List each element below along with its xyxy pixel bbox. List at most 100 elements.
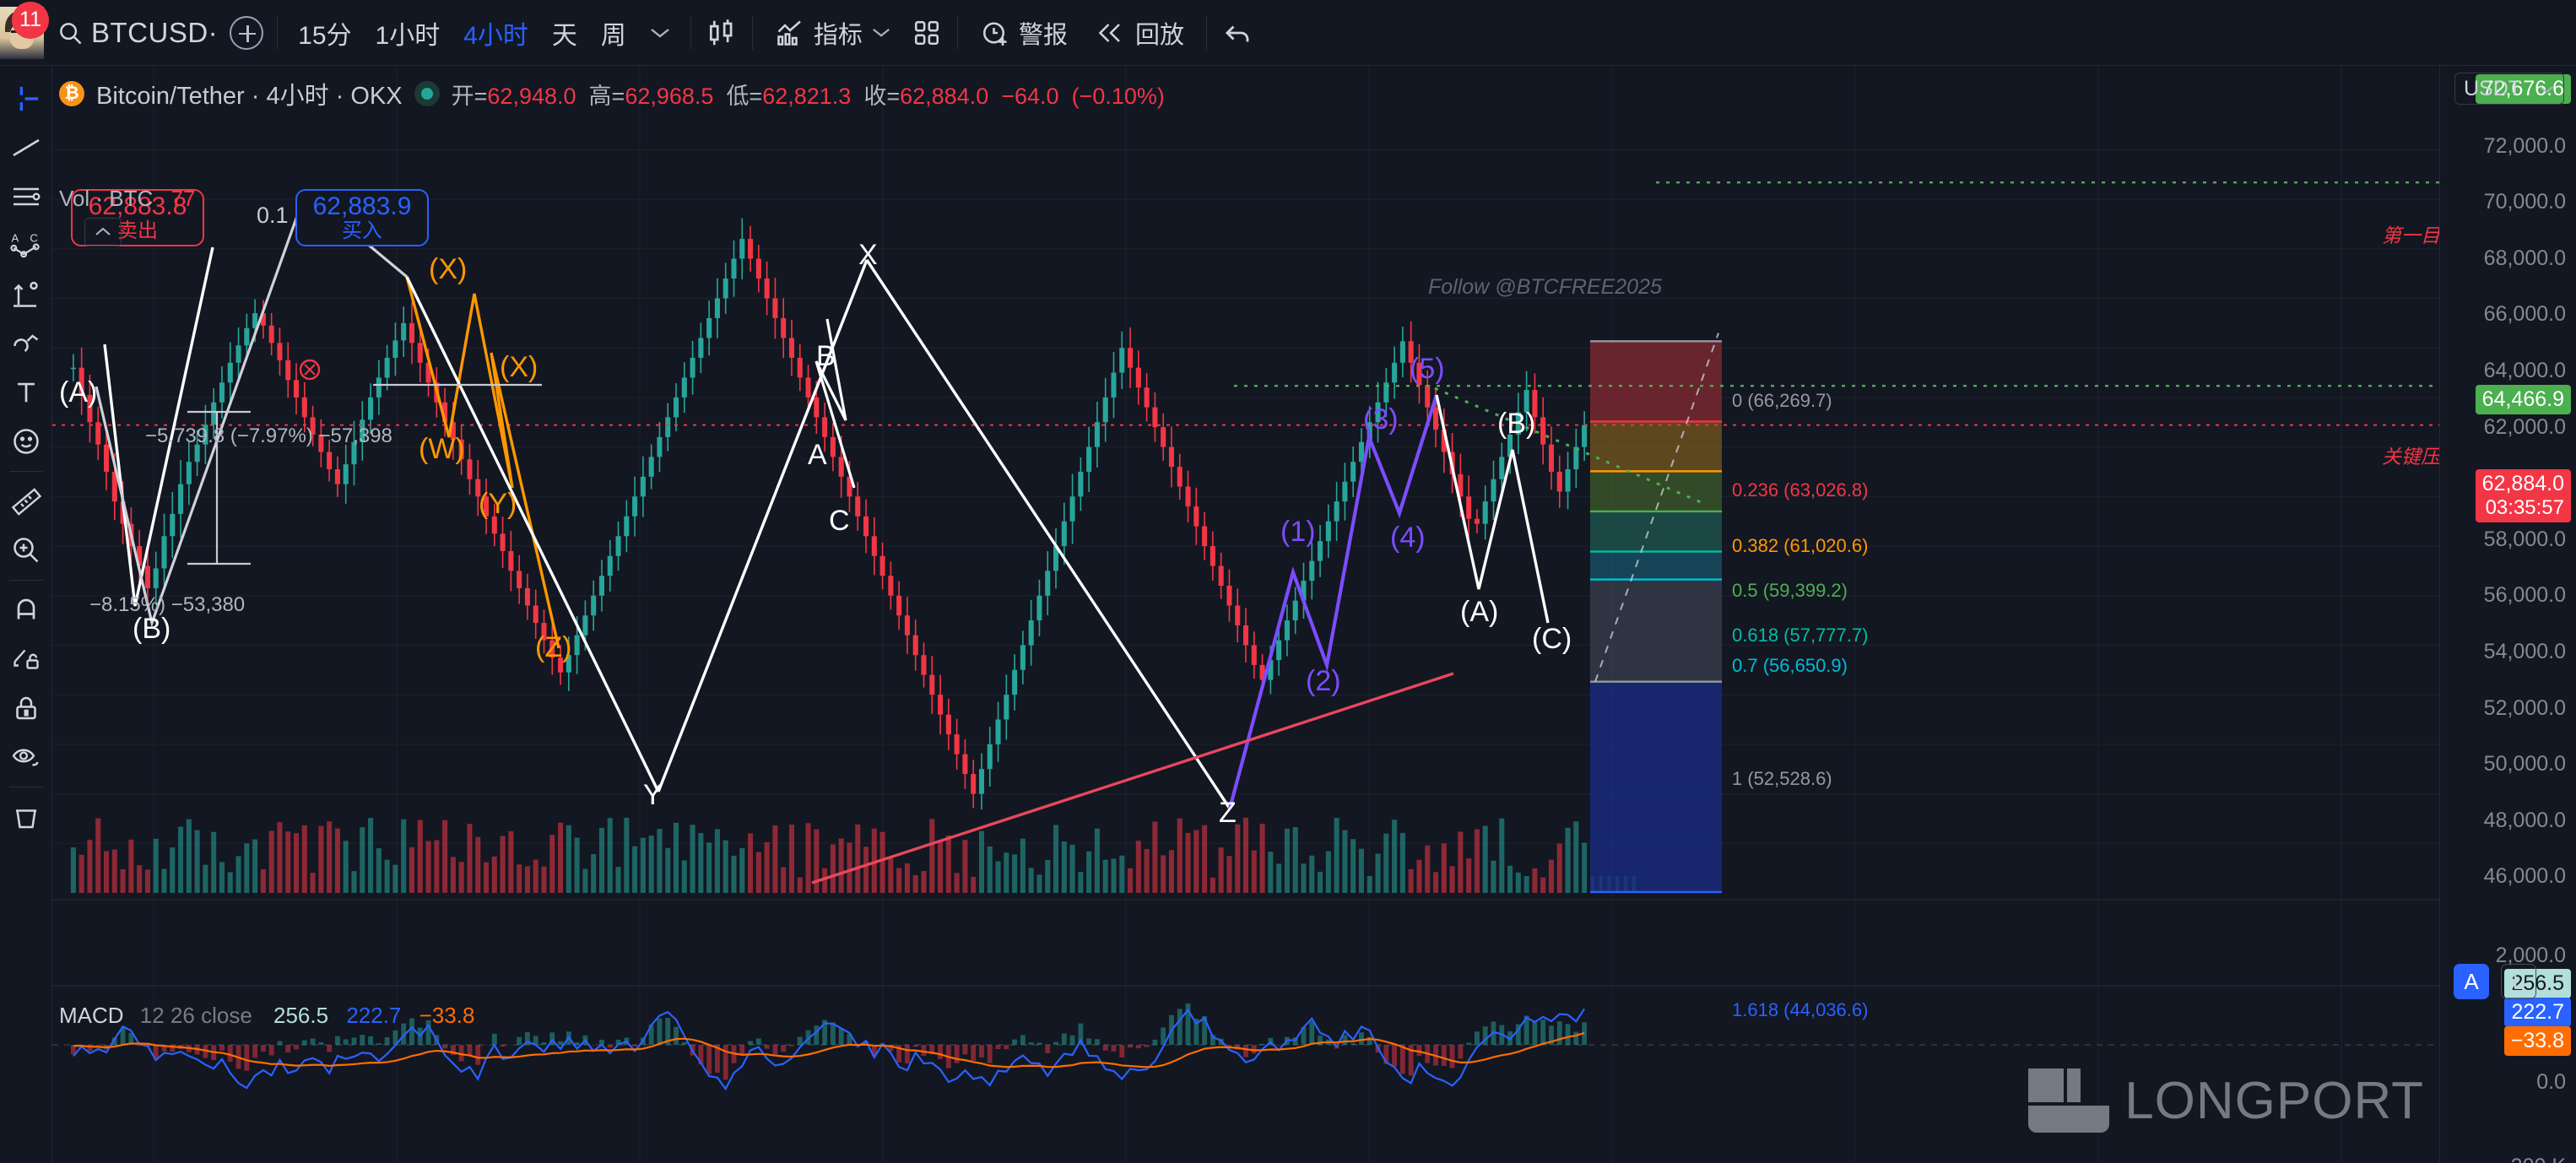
cross-cursor-tool[interactable]: [3, 74, 50, 123]
price-tick: 64,000.0: [2483, 359, 2566, 382]
timeframe-1d[interactable]: 天: [551, 21, 577, 50]
volume-collapse-button[interactable]: [84, 218, 122, 246]
price-axis[interactable]: 74,000.072,000.070,000.068,000.066,000.0…: [2439, 66, 2576, 1163]
ohlc-values: 开=62,948.0 高=62,968.5 低=62,821.3 收=62,88…: [452, 78, 1165, 111]
plus-circle-icon: [230, 15, 264, 50]
replay-button[interactable]: 回放: [1081, 0, 1198, 66]
notification-badge[interactable]: 11: [12, 1, 49, 39]
bitcoin-icon: ₿: [59, 81, 84, 106]
measure-label-bottom: −8.15%) −53,380: [89, 593, 246, 616]
top-toolbar: 11 BTCUSD· 15分 1小时 4小时 天 周: [0, 0, 2576, 66]
chart-style-button[interactable]: [700, 0, 744, 66]
longport-text: LONGPORT: [2124, 1071, 2424, 1130]
resistance-price-pill[interactable]: 64,466.9: [2475, 385, 2571, 414]
emoji-tool[interactable]: [3, 417, 50, 466]
high-key: 高=: [588, 83, 625, 109]
price-tick: 46,000.0: [2483, 864, 2566, 889]
smiley-icon: [13, 429, 39, 454]
divider: [277, 15, 279, 50]
log-scale-button[interactable]: L: [2501, 964, 2536, 999]
price-tick: 58,000.0: [2483, 527, 2566, 551]
draw-lock-tool[interactable]: [3, 635, 50, 684]
measure-tool[interactable]: [3, 477, 50, 526]
eye-off-icon: [12, 749, 39, 766]
wave-label: (2): [1306, 665, 1341, 697]
divider: [956, 15, 958, 50]
timeframe-1h[interactable]: 1小时: [375, 21, 441, 50]
change-value: −64.0: [1001, 83, 1059, 109]
fib-level-label: 0.7 (56,650.9): [1732, 655, 1848, 676]
sell-quote-box[interactable]: 62,883.8 卖出: [71, 189, 204, 246]
macd-params: 12 26 close: [139, 1003, 252, 1028]
timeframe-15m[interactable]: 15分: [298, 21, 352, 50]
svg-text:A: A: [11, 232, 19, 245]
volume-title: Vol · BTC: [59, 186, 154, 211]
divider: [751, 15, 753, 50]
price-tick: 50,000.0: [2483, 752, 2566, 776]
alerts-button[interactable]: 警报: [966, 0, 1081, 66]
alerts-label: 警报: [1018, 21, 1068, 49]
add-symbol-button[interactable]: [225, 0, 268, 66]
spread-value: 0.1: [257, 203, 289, 228]
wave-label: (1): [1280, 516, 1316, 548]
target-price-pill[interactable]: 72,676.6: [2475, 74, 2571, 104]
sell-price: 62,883.8: [88, 192, 187, 221]
price-chart-canvas[interactable]: [52, 66, 2439, 1163]
fib-level-label: 1 (52,528.6): [1732, 768, 1832, 789]
buy-quote-box[interactable]: 62,883.9 买入: [295, 189, 429, 246]
hide-drawings-tool[interactable]: [3, 733, 50, 782]
follow-watermark: Follow @BTCFREE2025: [1428, 275, 1662, 299]
indicators-icon: [777, 20, 801, 46]
fib-level-label: 0.236 (63,026.8): [1732, 479, 1869, 500]
user-avatar[interactable]: 11: [0, 0, 49, 66]
wave-label: X: [858, 239, 878, 271]
close-key: 收=: [863, 83, 901, 109]
wave-label: (Z): [535, 631, 572, 663]
fib-tool[interactable]: [3, 172, 50, 221]
chart-stage[interactable]: ₿ Bitcoin/Tether · 4小时 · OKX 开=62,948.0 …: [52, 66, 2491, 1163]
trend-line-tool[interactable]: [3, 123, 50, 172]
countdown-timer: 03:35:57: [2485, 496, 2564, 519]
layout-button[interactable]: [905, 0, 949, 66]
timeframe-1w[interactable]: 周: [600, 21, 626, 50]
macd-value-pill: 222.7: [2504, 998, 2571, 1027]
divider: [8, 580, 43, 581]
last-price-pill[interactable]: 62,884.0 03:35:57: [2475, 469, 2571, 522]
brush-icon: [13, 334, 38, 353]
auto-scale-button[interactable]: A: [2454, 964, 2489, 999]
fib-level-label: 0.5 (59,399.2): [1732, 580, 1848, 601]
abc-wave-icon: A C: [9, 232, 40, 258]
magnet-tool[interactable]: [3, 586, 50, 635]
currency-label: USDT: [2464, 76, 2522, 100]
timeframe-more-button[interactable]: [638, 0, 682, 66]
padlock-icon: [15, 696, 36, 720]
open-value: 62,948.0: [487, 83, 576, 109]
macd-tick: 2,000.0: [2495, 944, 2566, 967]
currency-selector[interactable]: USDT: [2454, 73, 2564, 105]
brush-tool[interactable]: [3, 319, 50, 368]
macd-value-pill: −33.8: [2503, 1026, 2571, 1056]
crosshair-icon: [19, 86, 38, 111]
text-tool[interactable]: [3, 368, 50, 417]
indicators-button[interactable]: 指标: [761, 0, 905, 66]
wave-label: (C): [1532, 623, 1572, 655]
alarm-clock-icon: [982, 21, 1007, 46]
timeframe-4h[interactable]: 4小时: [463, 21, 528, 50]
text-t-icon: [17, 382, 35, 403]
price-tick: 56,000.0: [2483, 583, 2566, 608]
undo-button[interactable]: [1215, 0, 1259, 66]
macd-tick: −200 K: [2498, 1155, 2566, 1163]
symbol-search[interactable]: BTCUSD·: [49, 0, 225, 66]
zoom-tool[interactable]: [3, 526, 50, 575]
replay-label: 回放: [1134, 21, 1184, 49]
close-value: 62,884.0: [900, 83, 989, 109]
delete-drawings-tool[interactable]: [3, 792, 50, 841]
elliott-wave-tool[interactable]: A C: [3, 221, 50, 270]
arrow-marker-tool[interactable]: [3, 270, 50, 319]
price-tick: 66,000.0: [2483, 302, 2566, 327]
volume-legend: Vol · BTC 77: [59, 186, 195, 212]
fib-level-label: 1.618 (44,036.6): [1732, 999, 1869, 1020]
lock-tool[interactable]: [3, 684, 50, 733]
svg-text:C: C: [30, 232, 38, 245]
